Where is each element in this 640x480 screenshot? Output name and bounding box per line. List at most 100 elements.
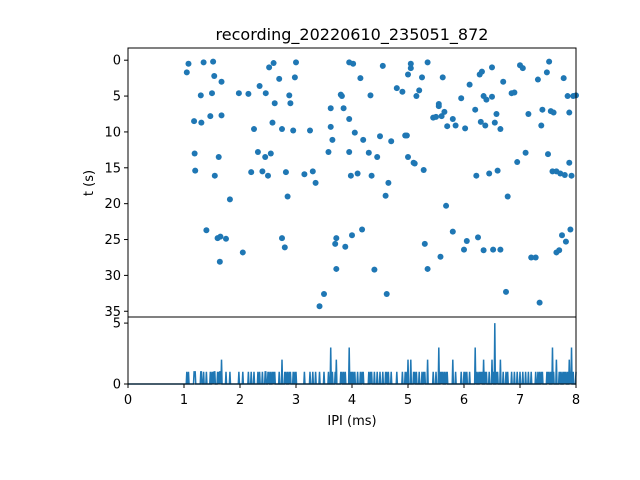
scatter-point — [382, 192, 389, 199]
scatter-point — [346, 116, 353, 123]
scatter-point — [291, 74, 298, 81]
scatter-point — [556, 247, 563, 254]
histogram-x-tick-label: 8 — [572, 393, 580, 408]
scatter-point — [282, 169, 289, 176]
scatter-point — [360, 136, 367, 143]
scatter-point — [411, 160, 418, 167]
scatter-y-tick-label: 35 — [104, 305, 121, 320]
scatter-point — [279, 126, 285, 133]
scatter-point — [383, 291, 390, 298]
scatter-point — [211, 172, 218, 179]
scatter-point — [522, 149, 529, 156]
scatter-point — [504, 193, 511, 200]
scatter-point — [301, 171, 308, 178]
scatter-point — [480, 247, 487, 254]
histogram-x-tick-label: 5 — [404, 393, 412, 408]
scatter-point — [477, 118, 484, 125]
scatter-point — [534, 76, 541, 83]
scatter-point — [245, 90, 252, 97]
scatter-point — [357, 75, 364, 82]
scatter-point — [239, 249, 246, 256]
scatter-point — [433, 113, 439, 120]
histogram-x-ticks: 0 1 2 3 4 5 6 7 8 — [124, 384, 580, 408]
scatter-point — [265, 172, 271, 179]
scatter-point — [421, 240, 428, 247]
scatter-point — [444, 123, 451, 130]
scatter-point — [210, 58, 217, 65]
scatter-point — [218, 78, 225, 85]
scatter-point — [525, 110, 532, 117]
scatter-point — [368, 172, 375, 179]
scatter-point — [215, 154, 222, 161]
scatter-point — [536, 299, 543, 306]
scatter-point — [528, 254, 535, 261]
scatter-point — [519, 65, 526, 72]
scatter-point — [407, 65, 414, 72]
scatter-point — [349, 232, 355, 239]
histogram-y-ticks: 05 — [113, 317, 128, 393]
scatter-point — [560, 75, 567, 82]
scatter-point — [437, 253, 444, 260]
scatter-point — [325, 149, 332, 156]
scatter-point — [354, 170, 361, 177]
scatter-point — [497, 246, 504, 253]
histogram-x-tick-label: 6 — [460, 393, 468, 408]
scatter-point — [216, 258, 223, 265]
scatter-point — [329, 136, 336, 143]
scatter-point — [543, 69, 550, 76]
scatter-point — [266, 64, 273, 71]
scatter-point — [385, 179, 392, 186]
scatter-point — [276, 75, 283, 82]
scatter-point — [511, 89, 518, 96]
scatter-point — [367, 92, 374, 99]
scatter-y-tick-label: 30 — [104, 269, 121, 284]
histogram-y-tick-label: 0 — [113, 378, 121, 393]
scatter-point — [462, 125, 469, 132]
scatter-point — [482, 122, 489, 129]
scatter-point — [568, 172, 575, 179]
scatter-point — [566, 159, 573, 166]
scatter-point — [538, 122, 545, 129]
histogram-x-tick-label: 7 — [516, 393, 524, 408]
scatter-point — [346, 149, 353, 156]
scatter-point — [566, 109, 573, 116]
scatter-point — [259, 168, 266, 175]
scatter-point — [503, 288, 509, 295]
scatter-point — [399, 88, 406, 95]
chart-title: recording_20220610_235051_872 — [216, 25, 489, 45]
scatter-point — [478, 68, 485, 75]
scatter-point — [463, 237, 470, 244]
scatter-point — [327, 123, 334, 130]
scatter-point — [539, 106, 546, 113]
scatter-point — [191, 118, 198, 125]
scatter-point — [185, 60, 192, 67]
scatter-points — [183, 58, 579, 310]
scatter-point — [350, 60, 357, 67]
scatter-point — [347, 172, 354, 179]
scatter-point — [489, 93, 495, 100]
scatter-point — [307, 127, 313, 134]
histogram-x-axis-label: IPI (ms) — [327, 414, 376, 429]
scatter-point — [211, 72, 218, 79]
scatter-y-tick-label: 20 — [104, 197, 121, 212]
scatter-point — [388, 138, 395, 145]
scatter-point — [405, 154, 411, 161]
scatter-y-tick-label: 10 — [104, 125, 121, 140]
scatter-point — [491, 119, 498, 126]
scatter-point — [271, 100, 278, 107]
scatter-point — [561, 171, 568, 178]
scatter-y-tick-label: 25 — [104, 233, 121, 248]
scatter-point — [269, 119, 276, 126]
scatter-point — [475, 234, 481, 241]
scatter-point — [424, 265, 431, 272]
scatter-point — [441, 108, 448, 115]
scatter-point — [493, 110, 500, 117]
histogram-axes-frame — [127, 316, 577, 385]
scatter-point — [197, 92, 204, 99]
scatter-point — [365, 149, 372, 156]
scatter-point — [342, 243, 349, 250]
scatter-point — [379, 62, 386, 69]
scatter-point — [207, 113, 214, 120]
scatter-point — [550, 109, 557, 116]
scatter-point — [256, 83, 263, 90]
